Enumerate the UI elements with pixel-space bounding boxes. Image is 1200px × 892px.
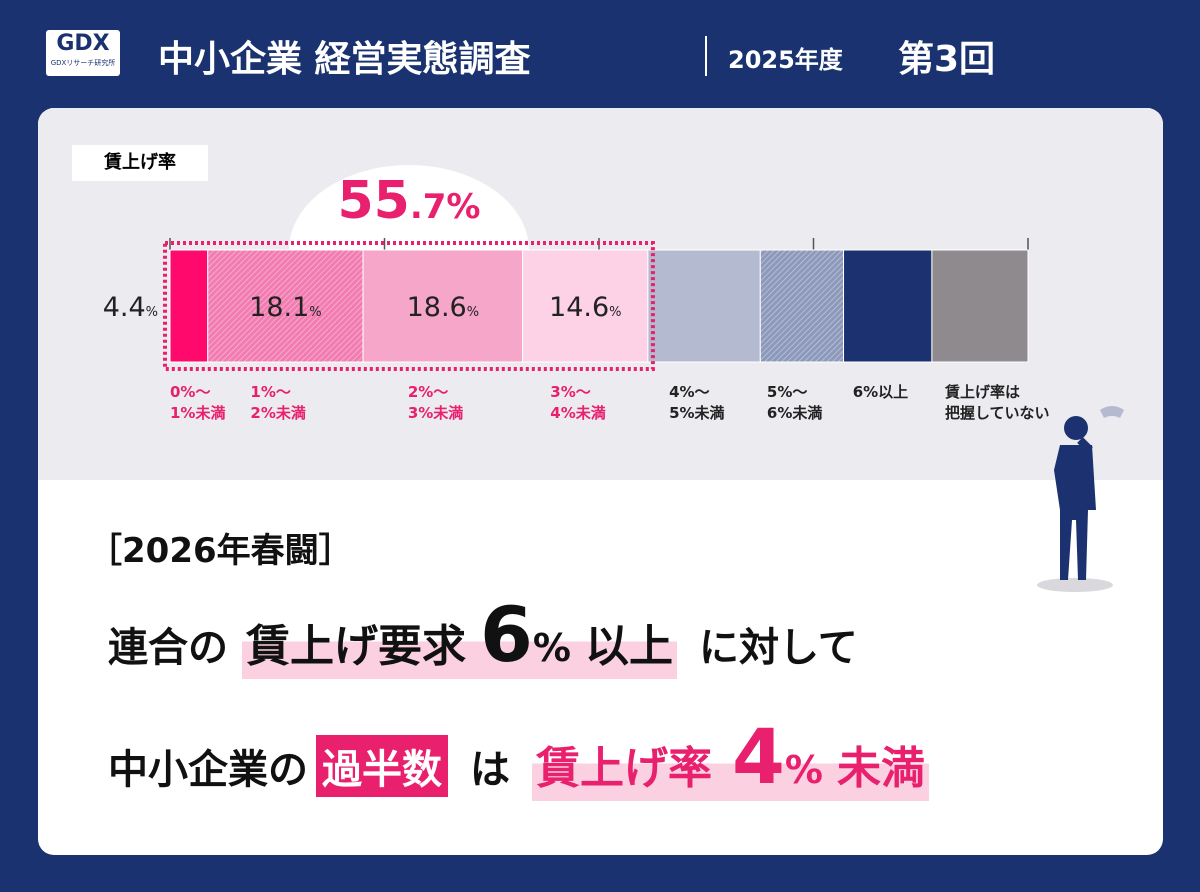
edition: 第3回 (898, 39, 996, 80)
bar-segment (931, 249, 1029, 363)
bar-hatch (207, 250, 364, 362)
headline-text: 賃上げ率 (536, 743, 712, 794)
headline-text: 賃上げ要求 (246, 621, 466, 672)
headline-text: に対して (698, 625, 858, 671)
headline-text: は (470, 747, 510, 793)
headline-text: 連合の (108, 625, 228, 671)
headline-text: 未満 (836, 743, 925, 794)
bar-segment (169, 249, 209, 363)
header-title: 中小企業 経営実態調査 (158, 39, 531, 80)
headline-highlight: 過半数 (316, 735, 448, 797)
divider (705, 36, 707, 76)
value-label: 4.4% (103, 292, 158, 323)
headline-number: 6 (480, 590, 533, 679)
highlight-band: 賃上げ要求 6 % 以上 (242, 590, 677, 679)
highlight-band: 賃上げ率 4 % 未満 (532, 712, 929, 801)
bar-segment (647, 249, 761, 363)
category-label: 5%～ 6%未満 (766, 383, 823, 422)
person-illustration (1037, 406, 1124, 592)
category-label: 0%～ 1%未満 (170, 383, 226, 422)
value-label: 18.6% (407, 292, 479, 323)
bar-segment (362, 249, 524, 363)
headline-text: 以上 (584, 621, 673, 672)
category-label: 3%～ 4%未満 (550, 383, 606, 422)
value-label: 18.1% (249, 292, 321, 323)
category-label: 2%～ 3%未満 (407, 383, 464, 422)
category-label: 賃上げ率は 把握していない (944, 383, 1050, 422)
headline-number: 4 (732, 712, 785, 801)
category-label: 1%～ 2%未満 (250, 383, 306, 422)
bar-hatch (760, 250, 844, 362)
annotation-label: 55.7% (337, 171, 480, 231)
annotation-backdrop (288, 165, 529, 250)
headline-line: 中小企業の 過半数 は 賃上げ率 4 % 未満 (108, 712, 929, 801)
logo: GDX GDXリサーチ研究所 (46, 30, 120, 76)
logo-text: GDX (56, 31, 110, 56)
bar-segment (843, 249, 933, 363)
category-label: 6%以上 (852, 383, 909, 401)
fiscal-year: 2025年度 (728, 46, 843, 74)
headline-tag: ［2026年春闘］ (88, 531, 353, 571)
headline-text: 中小企業の (108, 747, 308, 793)
logo-sub: GDXリサーチ研究所 (50, 59, 116, 67)
chart-title: 賃上げ率 (72, 145, 208, 181)
headline-line: 連合の 賃上げ要求 6 % 以上 に対して (108, 590, 858, 679)
headline-unit: % (784, 748, 823, 792)
bar-segment (522, 249, 649, 363)
headline-unit: % (532, 626, 571, 670)
annotation-box (163, 241, 655, 371)
category-label: 4%～ 5%未満 (669, 383, 725, 422)
value-label: 14.6% (549, 292, 621, 323)
